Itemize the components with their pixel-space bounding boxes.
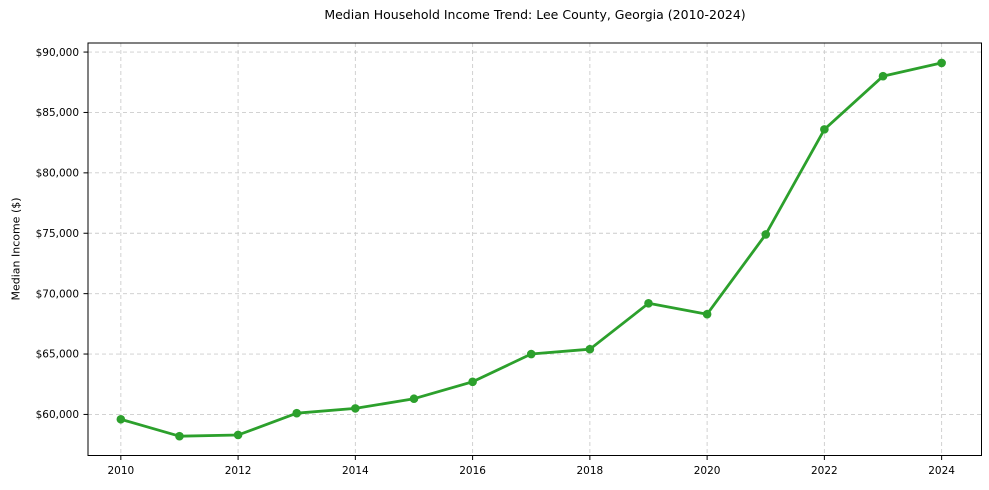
plot-border <box>87 42 982 456</box>
y-axis-label: Median Income ($) <box>9 197 23 301</box>
data-point-2010 <box>116 414 126 424</box>
y-tick-label-90000: $90,000 <box>36 47 79 59</box>
data-point-2019 <box>644 299 653 308</box>
data-point-2015 <box>409 394 419 404</box>
data-point-2016 <box>468 377 477 387</box>
y-tick-label-80000: $80,000 <box>36 168 79 180</box>
x-tick-label-2012: 2012 <box>225 465 252 477</box>
data-point-2022 <box>820 125 829 134</box>
data-point-2023 <box>878 71 888 81</box>
x-tick-label-2018: 2018 <box>576 465 603 477</box>
x-tick-label-2016: 2016 <box>459 465 486 477</box>
x-tick-label-2010: 2010 <box>107 465 134 477</box>
data-point-2021 <box>761 230 771 239</box>
data-point-2018 <box>585 344 595 354</box>
data-point-2013 <box>292 408 302 418</box>
x-tick-label-2020: 2020 <box>694 465 721 477</box>
chart-title: Median Household Income Trend: Lee Count… <box>324 7 746 22</box>
y-tick-label-85000: $85,000 <box>36 107 79 119</box>
x-tick-label-2024: 2024 <box>928 465 955 477</box>
data-point-2014 <box>351 404 360 413</box>
data-point-2012 <box>233 430 243 440</box>
y-tick-label-65000: $65,000 <box>36 349 79 361</box>
y-tick-label-70000: $70,000 <box>36 288 79 300</box>
data-point-2024 <box>937 58 946 68</box>
data-point-2011 <box>175 431 184 441</box>
y-tick-label-75000: $75,000 <box>36 228 79 240</box>
data-point-2017 <box>526 349 536 359</box>
y-tick-label-60000: $60,000 <box>36 409 79 421</box>
x-tick-label-2022: 2022 <box>811 465 838 477</box>
x-tick-label-2014: 2014 <box>342 465 369 477</box>
data-point-2020 <box>702 309 712 319</box>
